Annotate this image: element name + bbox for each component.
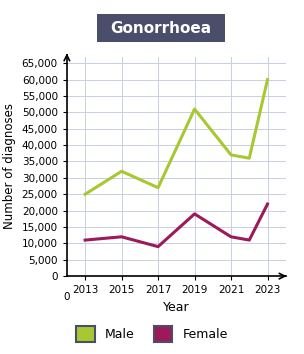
Text: 0: 0 [64,292,70,303]
Y-axis label: Number of diagnoses: Number of diagnoses [3,103,16,229]
Text: Gonorrhoea: Gonorrhoea [111,21,212,36]
X-axis label: Year: Year [163,301,190,314]
Legend: Male, Female: Male, Female [70,320,234,348]
